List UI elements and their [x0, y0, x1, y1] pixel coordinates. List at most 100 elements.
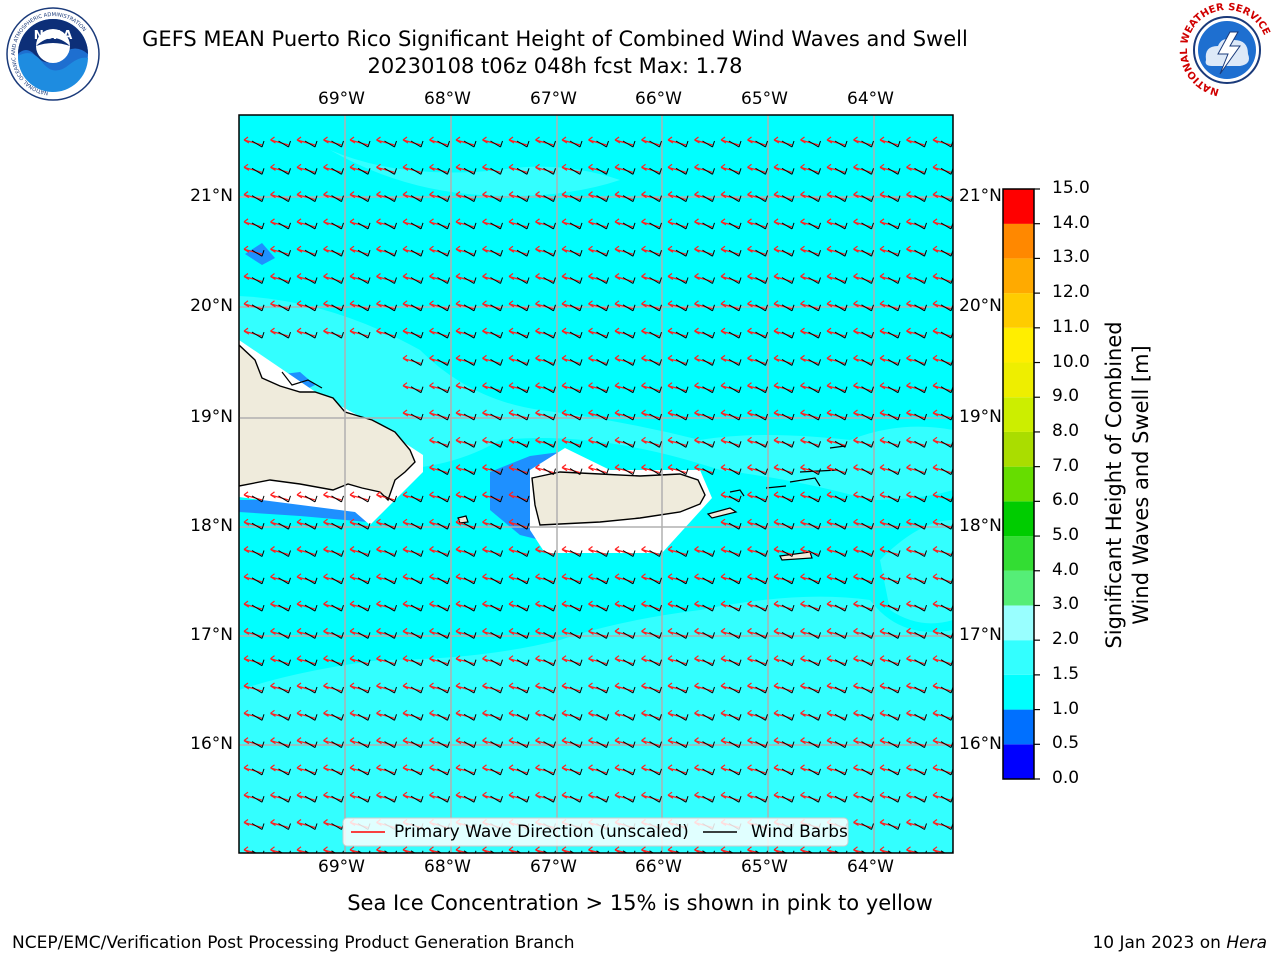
wind-barb: [410, 631, 424, 639]
wind-barb: [410, 413, 424, 421]
wave-direction-arrow: [720, 518, 740, 528]
lon-tick-label-top: 68°W: [424, 89, 471, 109]
wave-direction-arrow: [667, 791, 687, 801]
wave-direction-arrow: [694, 382, 713, 392]
wind-barb: [278, 277, 291, 284]
wave-direction-arrow: [932, 436, 952, 446]
wind-barb: [834, 741, 848, 749]
wave-direction-arrow: [800, 327, 819, 337]
wave-direction-arrow: [270, 300, 289, 310]
wind-barb: [861, 413, 874, 421]
wave-direction-arrow: [535, 709, 554, 719]
wind-barb: [887, 358, 901, 366]
wave-direction-arrow: [826, 737, 846, 747]
wave-direction-arrow: [826, 273, 846, 283]
wind-barb: [887, 659, 901, 667]
wave-direction-arrow: [826, 354, 846, 364]
wave-direction-arrow: [243, 327, 263, 337]
wave-direction-arrow: [641, 354, 660, 364]
lon-tick-label-top: 64°W: [847, 89, 894, 109]
wind-barb: [702, 468, 715, 476]
colorbar-swatch: [1003, 674, 1034, 710]
wind-barb: [516, 140, 530, 148]
wave-direction-arrow: [747, 273, 766, 283]
wave-direction-arrow: [243, 737, 263, 747]
wind-barb: [357, 604, 371, 612]
wind-barb: [649, 195, 662, 203]
wave-direction-arrow: [402, 191, 422, 201]
wind-barb: [834, 522, 848, 530]
wind-barb: [543, 713, 556, 721]
colorbar-swatch: [1003, 189, 1034, 224]
wind-barb: [808, 331, 821, 339]
wind-barb: [357, 686, 371, 694]
wind-barb: [251, 222, 265, 230]
wave-direction-arrow: [773, 491, 793, 501]
wind-barb: [384, 304, 397, 312]
wave-direction-arrow: [879, 600, 899, 610]
wind-barb: [728, 167, 742, 175]
wind-barb: [251, 167, 265, 175]
wind-barb: [702, 795, 715, 803]
wind-barb: [675, 167, 689, 175]
wave-direction-arrow: [588, 600, 607, 610]
wind-barb: [914, 823, 927, 830]
wind-barb: [596, 768, 609, 776]
wave-direction-arrow: [826, 409, 846, 419]
wave-direction-arrow: [323, 218, 342, 228]
wind-barb: [251, 604, 265, 612]
wind-barb: [516, 795, 530, 803]
wave-direction-arrow: [535, 354, 554, 364]
wind-barb: [569, 277, 583, 284]
wave-direction-arrow: [614, 409, 634, 419]
wave-direction-arrow: [641, 791, 660, 801]
wind-barb: [861, 167, 874, 175]
wave-direction-arrow: [243, 273, 263, 283]
wave-direction-arrow: [455, 273, 475, 283]
wind-barb: [384, 195, 397, 203]
wave-direction-arrow: [508, 600, 528, 610]
wave-direction-arrow: [561, 737, 581, 747]
wave-direction-arrow: [535, 764, 554, 774]
wave-direction-arrow: [349, 546, 369, 556]
wave-direction-arrow: [349, 791, 369, 801]
wind-barb: [755, 331, 768, 339]
wind-barb: [251, 522, 265, 530]
wave-direction-arrow: [906, 136, 925, 146]
wind-barb: [861, 686, 874, 694]
wind-barb: [861, 468, 874, 476]
wave-direction-arrow: [429, 136, 448, 146]
wind-barb: [331, 249, 344, 257]
wave-direction-arrow: [270, 737, 289, 747]
wave-direction-arrow: [535, 737, 554, 747]
wave-direction-arrow: [800, 464, 819, 474]
wave-direction-arrow: [773, 191, 793, 201]
wave-direction-arrow: [349, 682, 369, 692]
colorbar-swatch: [1003, 223, 1034, 259]
wave-direction-arrow: [429, 464, 448, 474]
wind-barb: [914, 850, 927, 853]
wind-barb: [914, 277, 927, 284]
wind-barb: [808, 195, 821, 203]
wind-barb: [781, 495, 795, 503]
wind-barb: [675, 577, 689, 585]
wind-barb: [463, 468, 477, 476]
wave-direction-arrow: [588, 436, 607, 446]
wind-barb: [596, 140, 609, 148]
wind-barb: [781, 686, 795, 694]
wind-barb: [569, 631, 583, 639]
wave-direction-arrow: [879, 354, 899, 364]
wave-direction-arrow: [932, 409, 952, 419]
wind-barb: [357, 550, 371, 557]
wave-direction-arrow: [296, 245, 316, 255]
wind-barb: [649, 222, 662, 230]
wind-barb: [463, 195, 477, 203]
wave-direction-arrow: [694, 737, 713, 747]
wave-direction-arrow: [482, 245, 501, 255]
wind-barb: [675, 386, 689, 394]
wind-barb: [384, 167, 397, 175]
wave-direction-arrow: [270, 136, 289, 146]
wave-direction-arrow: [932, 600, 952, 610]
wind-barb: [728, 604, 742, 612]
wind-barb: [702, 686, 715, 694]
